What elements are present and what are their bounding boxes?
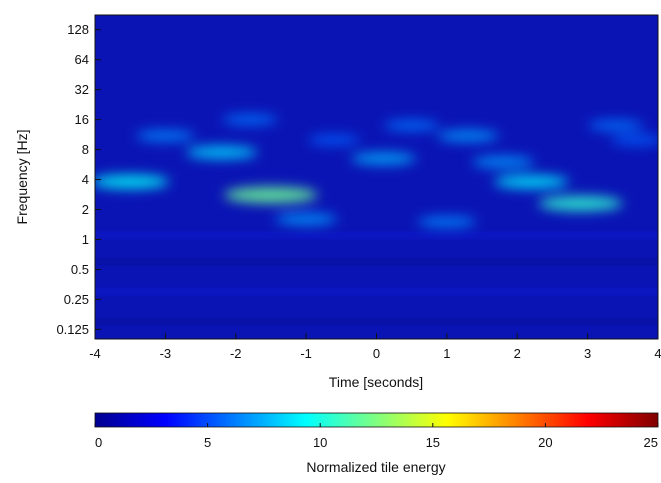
y-tick-label: 1 [82,232,89,247]
heatmap-feature [308,134,361,146]
x-axis: -4 -3 -2 -1 0 1 2 3 4 [89,333,661,361]
y-tick-label: 16 [75,112,89,127]
y-tick-label: 8 [82,142,89,157]
y-tick-label: 4 [82,172,89,187]
heatmap-feature [222,114,278,125]
y-tick-label: 64 [75,52,89,67]
colorbar-tick-label: 10 [313,435,327,450]
x-tick-label: -1 [300,346,312,361]
x-tick-label: -4 [89,346,101,361]
colorbar-gradient [94,412,659,428]
heatmap-features [95,114,658,228]
x-tick-label: 1 [443,346,450,361]
heatmap-feature [224,186,318,204]
colorbar-tick-label: 0 [95,435,102,450]
heatmap-feature [275,213,337,225]
heatmap-band [95,257,658,266]
colorbar-tick-label: 5 [204,435,211,450]
x-tick-label: 4 [654,346,661,361]
heatmap-feature [417,216,477,228]
colorbar: 0 5 10 15 20 25 Normalized tile energy [94,412,659,475]
y-axis-label: Frequency [Hz] [14,130,30,225]
x-tick-label: 3 [584,346,591,361]
heatmap-feature [351,152,416,165]
heatmap-feature [538,196,623,211]
heatmap-bands [95,231,658,326]
heatmap-feature [472,156,534,168]
heatmap-feature [384,120,440,131]
heatmap-feature [588,120,644,131]
heatmap-background [95,15,658,339]
colorbar-ticks: 0 5 10 15 20 25 [94,423,659,450]
heatmap-feature [95,174,169,189]
x-tick-label: -2 [230,346,242,361]
heatmap-band [95,287,658,296]
x-tick-label: 2 [514,346,521,361]
y-tick-label: 0.125 [56,322,89,337]
y-tick-label: 128 [67,22,89,37]
y-tick-label: 2 [82,202,89,217]
x-tick-label: 0 [373,346,380,361]
heatmap-feature [136,130,195,142]
heatmap-feature [437,130,499,142]
colorbar-tick-label: 20 [538,435,552,450]
colorbar-tick-label: 15 [426,435,440,450]
y-axis: 0.125 0.25 0.5 1 2 4 8 16 32 64 128 [56,22,101,337]
colorbar-label: Normalized tile energy [306,459,445,475]
y-tick-label: 0.5 [71,262,89,277]
x-tick-label: -3 [160,346,172,361]
heatmap-band [95,231,658,240]
heatmap-band [95,317,658,326]
heatmap-plot-area [94,14,659,340]
heatmap-feature [610,134,658,146]
y-tick-label: 0.25 [64,292,89,307]
heatmap-feature [494,175,569,189]
heatmap-feature [186,145,258,159]
colorbar-tick-label: 25 [644,435,658,450]
y-tick-label: 32 [75,82,89,97]
x-axis-label: Time [seconds] [329,374,423,390]
